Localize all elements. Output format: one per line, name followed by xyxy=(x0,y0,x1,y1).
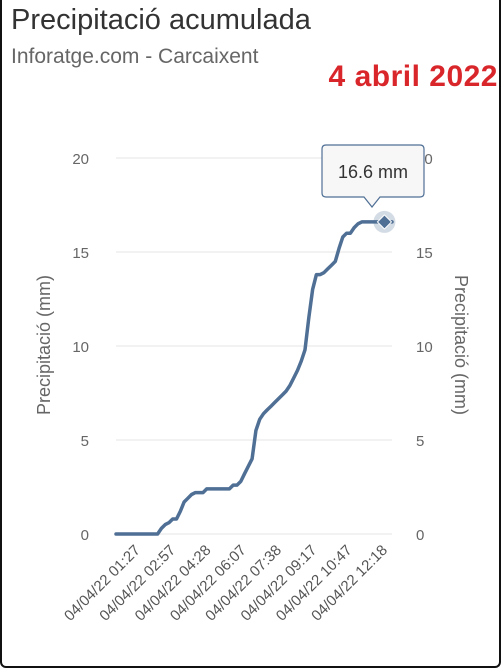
tooltip: 16.6 mm xyxy=(321,144,425,208)
y-axis-left: 0 5 10 15 20 xyxy=(72,151,89,544)
grid-lines xyxy=(116,157,392,535)
y-tick-right: 5 xyxy=(416,433,424,450)
y-tick-left: 10 xyxy=(72,339,89,356)
y-tick-left: 0 xyxy=(81,527,89,544)
y-tick-left: 5 xyxy=(81,433,89,450)
highlight-marker[interactable] xyxy=(376,214,393,230)
y-tick-right: 15 xyxy=(416,245,433,262)
y-tick-right: 0 xyxy=(416,527,424,544)
y-tick-left: 20 xyxy=(72,151,89,168)
series-line xyxy=(114,220,394,536)
series-layer xyxy=(114,210,396,536)
y-tick-right: 10 xyxy=(416,339,433,356)
chart-subtitle: Inforatge.com - Carcaixent xyxy=(11,45,259,68)
chart-title: Precipitació acumulada xyxy=(11,4,311,36)
y-axis-title-left: Precipitació (mm) xyxy=(34,275,54,415)
date-label: 4 abril 2022 xyxy=(328,60,498,93)
tooltip-text: 16.6 mm xyxy=(338,162,408,182)
y-tick-left: 15 xyxy=(72,245,89,262)
y-axis-title-right: Precipitació (mm) xyxy=(451,275,471,415)
tooltip-box xyxy=(321,144,425,208)
